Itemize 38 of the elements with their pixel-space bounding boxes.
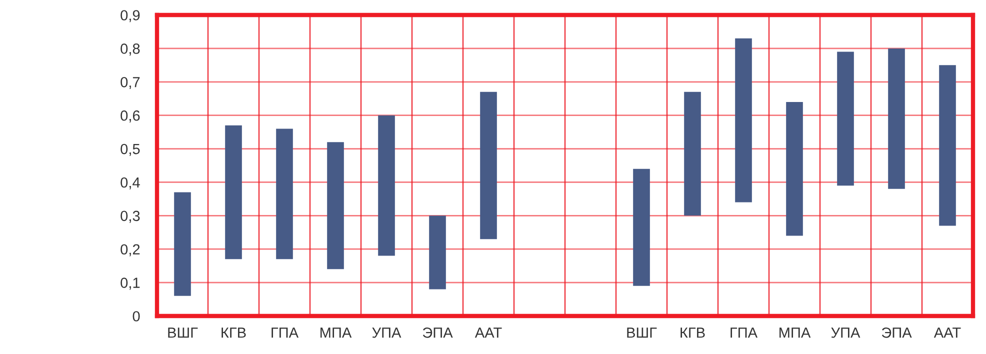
bar [888,48,905,189]
y-tick-label: 0,6 [120,110,140,122]
x-tick-label: УПА [831,328,860,338]
bar [225,125,242,260]
bar [429,216,446,290]
y-tick-label: 0,8 [120,44,140,56]
bar [378,115,395,256]
x-tick-label: МПА [780,328,811,338]
x-tick-label: КГВ [222,328,246,338]
x-tick-label: ААТ [934,328,961,338]
x-tick-label: ВШГ [627,328,657,338]
x-tick-label: ГПА [730,328,758,338]
y-tick-label: 0,7 [120,76,140,90]
x-tick-label: МПА [320,328,352,338]
y-tick-label: 0,9 [120,10,140,22]
bar [327,142,344,270]
bar [633,168,650,286]
y-tick-label: 0,5 [120,144,140,156]
bar [837,52,854,186]
bar [939,65,956,226]
bar [735,38,752,202]
y-tick-label: 0,1 [120,278,140,290]
bar [174,192,191,296]
bar [480,92,497,240]
x-tick-label: ВШГ [168,328,198,338]
y-tick-label: 0,4 [120,177,140,190]
x-tick-label: ГПА [272,328,299,338]
x-tick-label: ААТ [474,328,502,338]
y-tick-label: 0,2 [120,244,140,256]
y-tick-label: 0,3 [120,210,140,223]
bar [684,92,701,216]
bar [786,102,803,236]
x-tick-label: КГВ [680,328,705,338]
y-tick-label: 0 [132,311,140,322]
x-tick-label: УПА [372,328,402,338]
x-tick-label: ЭПА [422,327,453,338]
x-tick-label: ЭПА [882,327,912,338]
bar [276,128,293,260]
